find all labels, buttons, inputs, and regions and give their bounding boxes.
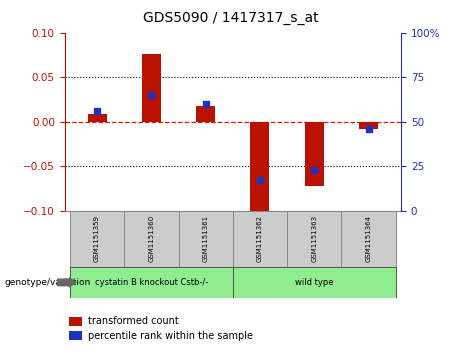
Text: GSM1151363: GSM1151363	[311, 215, 317, 262]
Point	[311, 167, 318, 172]
Bar	[178, 211, 233, 267]
Bar	[70, 267, 233, 298]
Bar	[341, 211, 396, 267]
Bar	[305, 122, 324, 185]
Point	[202, 101, 209, 107]
Bar	[359, 122, 378, 129]
Text: GSM1151361: GSM1151361	[203, 215, 209, 262]
Point	[94, 108, 101, 114]
Bar	[88, 114, 106, 122]
Text: wild type: wild type	[295, 278, 333, 287]
Bar	[142, 54, 161, 122]
Bar	[233, 267, 396, 298]
Text: GSM1151362: GSM1151362	[257, 215, 263, 262]
Text: GSM1151360: GSM1151360	[148, 215, 154, 262]
Bar	[70, 211, 124, 267]
Bar	[124, 211, 178, 267]
Bar	[287, 211, 341, 267]
Bar	[196, 106, 215, 122]
Text: GDS5090 / 1417317_s_at: GDS5090 / 1417317_s_at	[143, 11, 318, 25]
Bar	[250, 122, 269, 213]
Point	[256, 178, 264, 183]
Text: transformed count: transformed count	[88, 316, 178, 326]
Text: GSM1151359: GSM1151359	[94, 215, 100, 262]
Text: genotype/variation: genotype/variation	[5, 278, 91, 287]
Text: percentile rank within the sample: percentile rank within the sample	[88, 331, 253, 341]
Text: cystatin B knockout Cstb-/-: cystatin B knockout Cstb-/-	[95, 278, 208, 287]
Point	[365, 126, 372, 132]
Point	[148, 92, 155, 98]
Bar	[233, 211, 287, 267]
Text: GSM1151364: GSM1151364	[366, 215, 372, 262]
